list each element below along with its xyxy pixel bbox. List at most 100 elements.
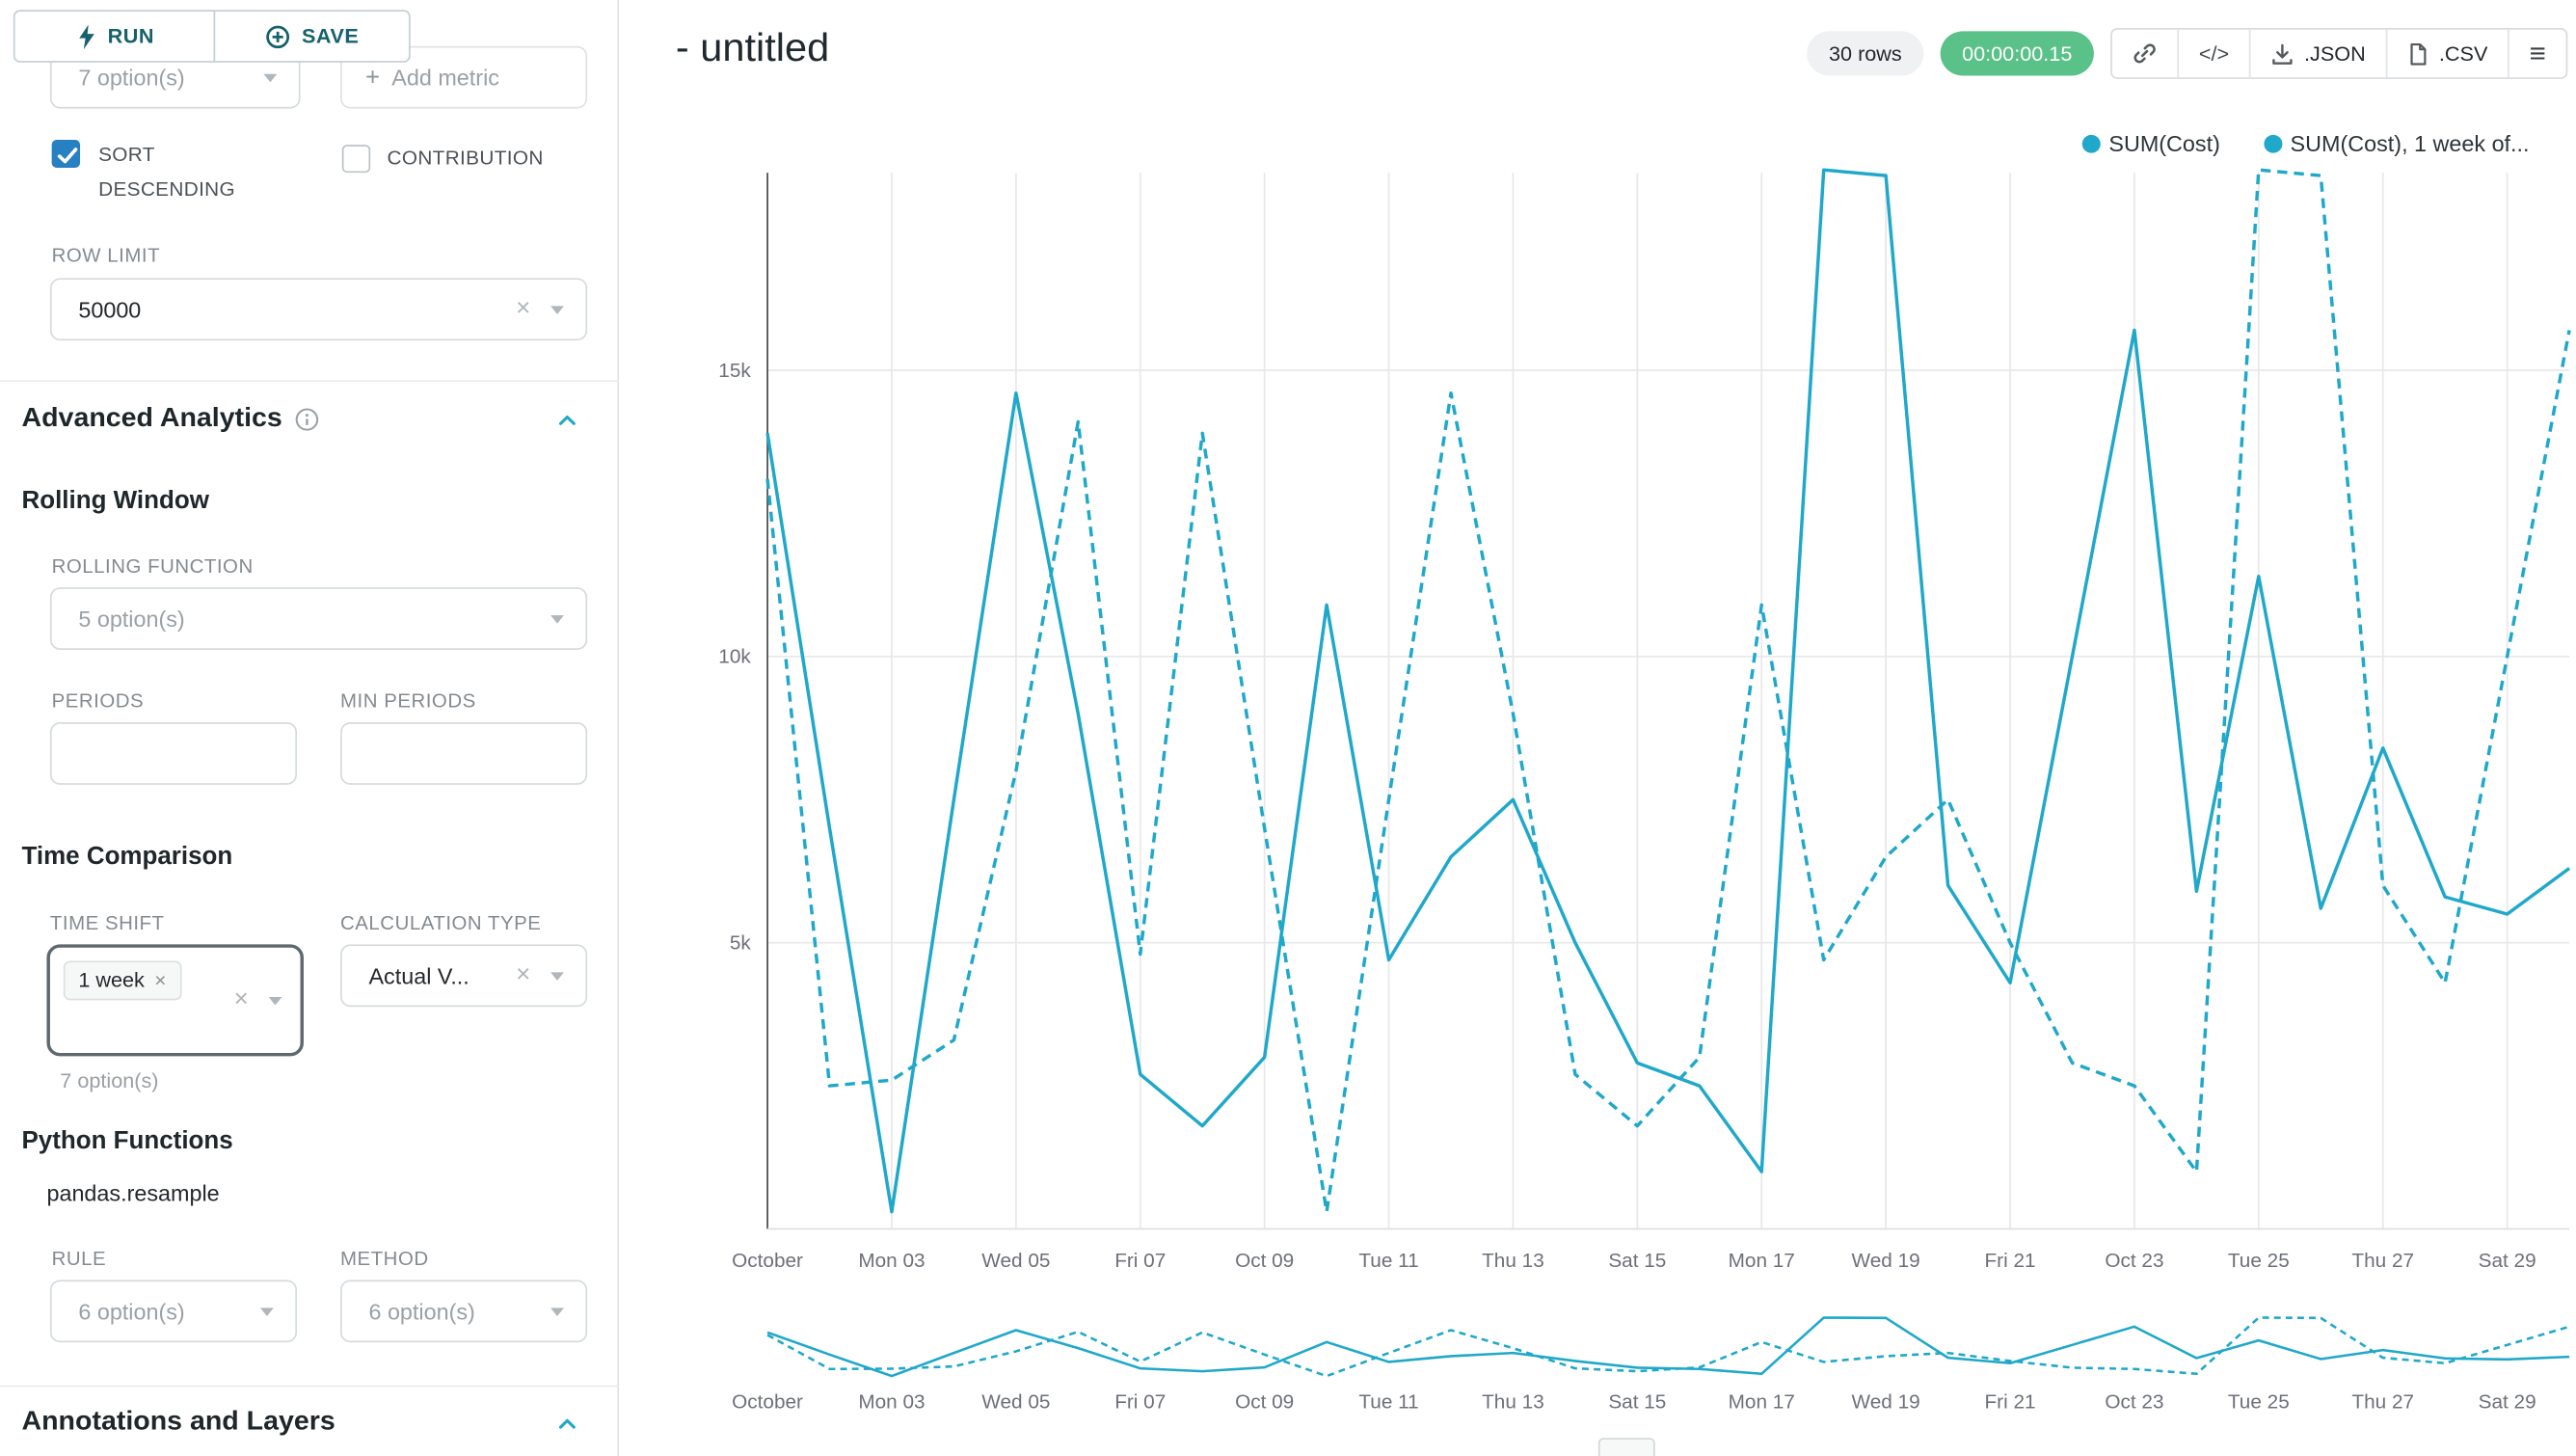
chevron-up-icon[interactable] [555, 409, 578, 428]
mini-x-axis-label: Sat 15 [1608, 1391, 1666, 1414]
caret-down-icon [263, 73, 278, 83]
rule-select[interactable]: 6 option(s) [49, 1280, 298, 1343]
annotations-section: Annotations and Layers [0, 1385, 620, 1456]
x-axis-label: Thu 13 [1482, 1250, 1544, 1272]
more-options-button[interactable]: ≡ [2509, 30, 2566, 77]
time-shift-select[interactable]: 1 week × × [46, 944, 304, 1057]
rolling-function-select[interactable]: 5 option(s) [49, 587, 588, 650]
calculation-type-label: CALCULATION TYPE [340, 911, 542, 935]
mini-x-axis-label: Mon 17 [1729, 1391, 1795, 1414]
caret-down-icon [259, 1308, 274, 1316]
save-button-label: SAVE [301, 24, 360, 48]
plus-circle-icon [265, 24, 290, 49]
mini-x-axis-label: Tue 25 [2228, 1391, 2290, 1414]
run-button[interactable]: RUN [15, 11, 216, 62]
timeseries-chart[interactable]: 5k 10k 15k October October Mon 03 Mon 03 Wed 05… [621, 0, 2576, 1456]
legend-dot-icon [2263, 134, 2282, 153]
info-icon [296, 407, 319, 430]
row-limit-select[interactable]: 50000 × [49, 278, 588, 341]
mini-x-axis-label: Mon 03 [858, 1391, 925, 1414]
x-icon[interactable]: × [233, 984, 249, 1013]
add-metric-label: Add metric [391, 65, 499, 90]
method-value: 6 option(s) [368, 1299, 475, 1324]
x-axis-label: October [732, 1250, 803, 1272]
view-query-button[interactable]: </> [2179, 29, 2251, 78]
code-icon: </> [2198, 41, 2230, 66]
calculation-type-select[interactable]: Actual V... × [340, 944, 588, 1008]
periods-input[interactable] [49, 722, 298, 785]
x-axis-label: Tue 11 [1358, 1250, 1418, 1272]
chart-resize-handle[interactable] [1597, 1438, 1655, 1456]
series-line-solid [765, 168, 2571, 1214]
export-csv-button[interactable]: .CSV [2387, 29, 2509, 78]
min-periods-label: MIN PERIODS [340, 688, 476, 713]
rolling-function-value: 5 option(s) [78, 606, 185, 632]
method-select[interactable]: 6 option(s) [340, 1280, 588, 1343]
add-metric-button[interactable]: + Add metric [340, 45, 588, 109]
legend-label: SUM(Cost) [2108, 131, 2220, 157]
time-shift-tag-label: 1 week [78, 968, 145, 992]
rolling-function-label: ROLLING FUNCTION [51, 553, 254, 578]
caret-down-icon [550, 1308, 564, 1316]
mini-x-axis-label: Wed 19 [1852, 1391, 1920, 1414]
control-panel: 7 option(s) + Add metric RUN SAVE [0, 0, 620, 1456]
export-json-label: .JSON [2304, 41, 2366, 66]
legend-dot-icon [2081, 134, 2101, 153]
y-axis-label: 15k [718, 360, 751, 382]
chart-header-actions: 30 rows 00:00:00.15 </> [1807, 28, 2568, 79]
periods-label: PERIODS [51, 688, 145, 713]
annotations-header[interactable]: Annotations and Layers [21, 1407, 592, 1438]
row-limit-value: 50000 [78, 296, 142, 322]
x-icon[interactable]: × [516, 294, 531, 323]
x-axis-label: Oct 23 [2105, 1250, 2163, 1272]
y-axis-label: 5k [730, 932, 752, 955]
permalink-button[interactable] [2112, 29, 2180, 78]
chart-canvas: 5k 10k 15k October October Mon 03 Mon 03 Wed 05… [718, 168, 2571, 1414]
x-icon[interactable]: × [516, 960, 531, 989]
caret-down-icon [268, 996, 282, 1006]
annotations-title: Annotations and Layers [21, 1406, 335, 1437]
advanced-analytics-header[interactable]: Advanced Analytics [21, 403, 592, 434]
min-periods-input[interactable] [340, 722, 588, 785]
legend-item[interactable]: SUM(Cost) [2081, 131, 2220, 157]
pandas-resample-label: pandas.resample [46, 1181, 220, 1206]
sort-descending-checkbox[interactable] [51, 140, 81, 169]
mini-x-axis-label: Oct 09 [1235, 1391, 1294, 1414]
section-divider [0, 380, 620, 382]
x-axis-label: Fri 07 [1114, 1250, 1166, 1272]
export-button-group: </> .JSON .CSV [2110, 28, 2568, 79]
row-count-badge: 30 rows [1807, 31, 1924, 76]
mini-x-axis-label: October [732, 1391, 803, 1414]
mini-x-axis-label: Oct 23 [2105, 1391, 2163, 1414]
contribution-checkbox[interactable] [341, 145, 371, 174]
download-icon [2270, 42, 2294, 66]
check-icon [57, 148, 78, 164]
x-axis-label: Oct 09 [1235, 1250, 1294, 1272]
sort-descending-label: SORT DESCENDING [98, 143, 236, 202]
save-button[interactable]: SAVE [215, 12, 409, 61]
mini-x-axis-label: Thu 27 [2351, 1391, 2414, 1414]
time-shift-label: TIME SHIFT [49, 911, 165, 935]
caret-down-icon [550, 972, 564, 981]
file-icon [2407, 42, 2428, 66]
metrics-select-value: 7 option(s) [78, 65, 185, 90]
rolling-window-title: Rolling Window [21, 487, 209, 516]
advanced-analytics-title: Advanced Analytics [21, 403, 282, 433]
method-label: METHOD [340, 1247, 429, 1271]
x-axis-label: Wed 05 [981, 1250, 1050, 1272]
rule-value: 6 option(s) [78, 1299, 185, 1324]
mini-x-axis-label: Fri 21 [1985, 1391, 2036, 1414]
contribution-label: CONTRIBUTION [387, 146, 544, 170]
export-csv-label: .CSV [2438, 41, 2488, 66]
x-axis-label: Sat 15 [1608, 1250, 1666, 1272]
mini-series-line-solid [766, 1316, 2570, 1378]
export-json-button[interactable]: .JSON [2251, 29, 2388, 78]
x-axis-label: Mon 17 [1729, 1250, 1795, 1272]
menu-icon: ≡ [2529, 38, 2546, 69]
chevron-up-icon[interactable] [555, 1413, 578, 1432]
row-limit-label: ROW LIMIT [51, 243, 161, 267]
tag-close-icon[interactable]: × [154, 968, 167, 992]
legend-item[interactable]: SUM(Cost), 1 week of... [2263, 131, 2530, 156]
mini-series-line-dashed [766, 1316, 2570, 1378]
chart-panel: - untitled 30 rows 00:00:00.15 </> [620, 0, 2576, 1456]
